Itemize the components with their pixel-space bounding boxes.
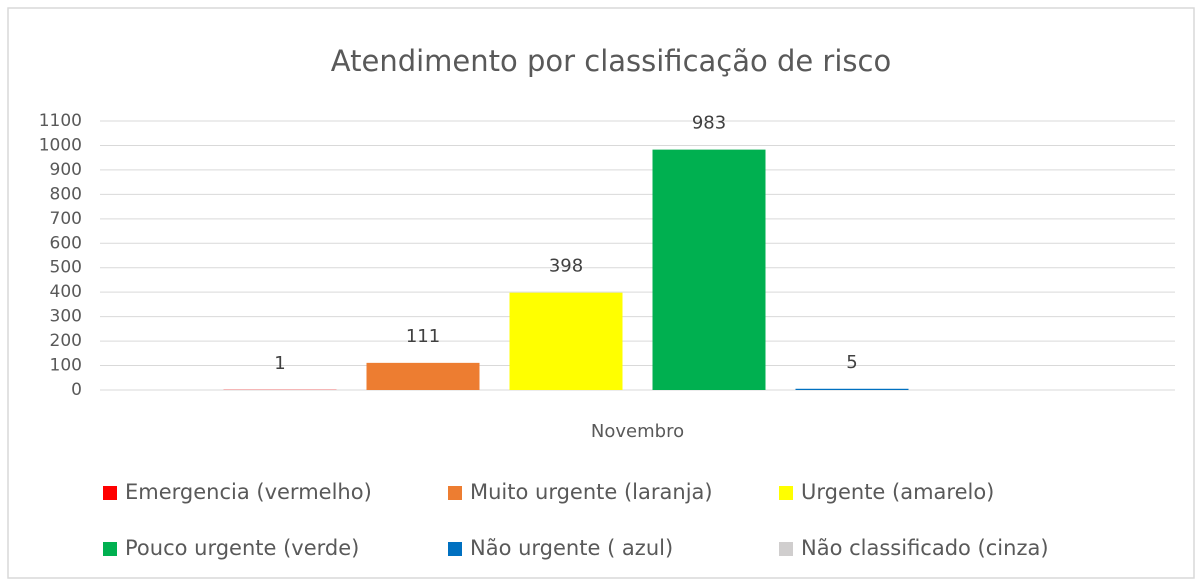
y-tick-label: 300 <box>50 307 82 327</box>
legend-swatch <box>103 542 117 556</box>
bar <box>652 149 766 390</box>
y-tick-label: 400 <box>50 282 82 302</box>
y-tick-label: 700 <box>50 209 82 229</box>
bar <box>795 388 909 390</box>
x-tick-label: Novembro <box>591 421 684 442</box>
y-tick-label: 600 <box>50 233 82 253</box>
legend-label: Muito urgente (laranja) <box>470 480 713 504</box>
y-tick-label: 0 <box>71 380 82 400</box>
legend-swatch <box>448 486 462 500</box>
legend-swatch <box>448 542 462 556</box>
chart-title: Atendimento por classificação de risco <box>331 44 891 78</box>
legend-label: Pouco urgente (verde) <box>125 536 359 560</box>
y-tick-label: 200 <box>50 331 82 351</box>
bar <box>509 292 623 390</box>
legend-label: Emergencia (vermelho) <box>125 480 372 504</box>
legend-label: Não urgente ( azul) <box>470 536 673 560</box>
y-tick-label: 800 <box>50 184 82 204</box>
data-label: 398 <box>549 256 583 277</box>
legend-swatch <box>103 486 117 500</box>
bar <box>366 362 480 390</box>
data-label: 1 <box>274 353 285 374</box>
y-tick-label: 1000 <box>39 135 82 155</box>
legend-label: Não classificado (cinza) <box>801 536 1049 560</box>
data-label: 983 <box>692 113 726 134</box>
y-tick-label: 900 <box>50 160 82 180</box>
legend-swatch <box>779 486 793 500</box>
legend-label: Urgente (amarelo) <box>801 480 994 504</box>
legend-swatch <box>779 542 793 556</box>
data-label: 111 <box>406 326 440 347</box>
data-label: 5 <box>846 352 857 373</box>
y-tick-label: 500 <box>50 258 82 278</box>
y-tick-label: 1100 <box>39 111 82 131</box>
y-tick-label: 100 <box>50 356 82 376</box>
